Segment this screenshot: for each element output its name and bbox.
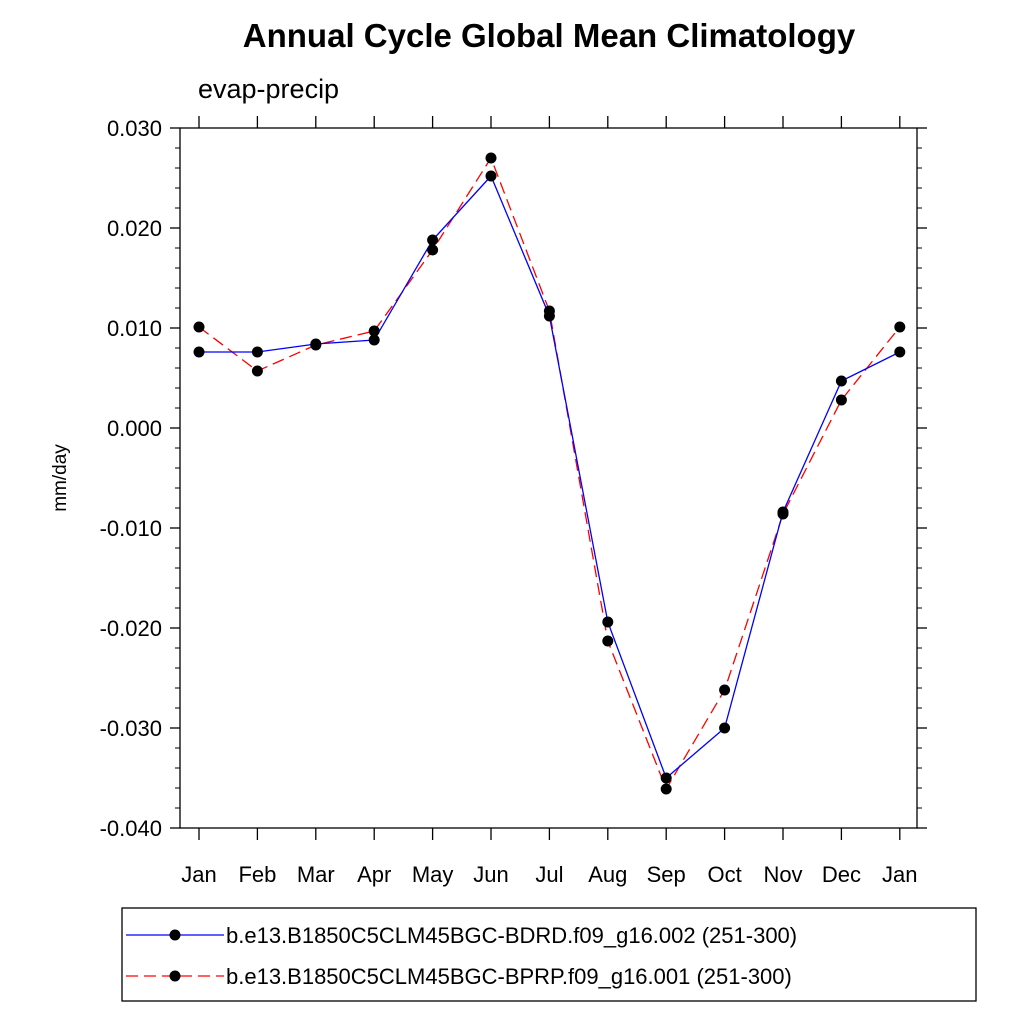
x-tick-label: May xyxy=(412,862,454,887)
data-point xyxy=(368,325,380,337)
x-tick-labels: Jan Feb Mar Apr May Jun Jul Aug Sep Oct Nov Dec Jan xyxy=(181,862,917,887)
data-point xyxy=(427,234,439,246)
y-tick-labels: 0.030 0.020 0.010 0.000 -0.010 -0.020 -0.030 -0… xyxy=(100,116,162,841)
data-point xyxy=(485,152,497,164)
y-tick-label: -0.040 xyxy=(100,816,162,841)
legend-label: b.e13.B1850C5CLM45BGC-BDRD.f09_g16.002 (… xyxy=(226,923,797,948)
y-tick-label: -0.030 xyxy=(100,716,162,741)
legend-entry: b.e13.B1850C5CLM45BGC-BDRD.f09_g16.002 (… xyxy=(126,923,797,948)
data-point xyxy=(835,375,847,387)
x-tick-label: Jun xyxy=(473,862,508,887)
x-tick-label: Apr xyxy=(357,862,391,887)
chart-title: Annual Cycle Global Mean Climatology xyxy=(243,17,856,54)
y-tick-label: 0.000 xyxy=(107,416,162,441)
data-point xyxy=(310,339,322,351)
data-point xyxy=(251,365,263,377)
data-point xyxy=(660,772,672,784)
y-tick-label: 0.020 xyxy=(107,216,162,241)
data-point xyxy=(894,321,906,333)
legend-label: b.e13.B1850C5CLM45BGC-BPRP.f09_g16.001 (… xyxy=(226,964,792,989)
data-point xyxy=(777,508,789,520)
legend-marker xyxy=(169,970,181,982)
data-point xyxy=(193,346,205,358)
data-point xyxy=(602,616,614,628)
data-point xyxy=(193,321,205,333)
plot-frame xyxy=(179,127,918,829)
data-point xyxy=(427,244,439,256)
x-tick-label: Jul xyxy=(535,862,563,887)
x-tick-label: Oct xyxy=(707,862,741,887)
legend-box xyxy=(121,907,977,1002)
legend-marker xyxy=(169,929,181,941)
data-point xyxy=(543,305,555,317)
axis-ticks xyxy=(170,116,927,840)
y-axis-label: mm/day xyxy=(50,444,71,512)
x-tick-label: Mar xyxy=(297,862,335,887)
x-tick-label: Dec xyxy=(822,862,861,887)
y-tick-label: -0.010 xyxy=(100,516,162,541)
data-point xyxy=(894,346,906,358)
y-tick-label: 0.030 xyxy=(107,116,162,141)
series-layer xyxy=(193,152,906,795)
data-point xyxy=(719,722,731,734)
data-point xyxy=(660,783,672,795)
x-tick-label: Sep xyxy=(647,862,686,887)
data-point xyxy=(719,684,731,696)
x-tick-label: Jan xyxy=(882,862,917,887)
x-tick-label: Nov xyxy=(763,862,802,887)
x-tick-label: Aug xyxy=(588,862,627,887)
y-tick-label: 0.010 xyxy=(107,316,162,341)
data-point xyxy=(251,346,263,358)
series-line xyxy=(198,156,901,791)
data-point xyxy=(835,394,847,406)
y-tick-label: -0.020 xyxy=(100,616,162,641)
x-tick-label: Feb xyxy=(238,862,276,887)
data-point xyxy=(485,170,497,182)
series-line xyxy=(199,174,901,780)
x-tick-label: Jan xyxy=(181,862,216,887)
chart-subtitle: evap-precip xyxy=(198,74,339,104)
data-point xyxy=(368,334,380,346)
legend-entry: b.e13.B1850C5CLM45BGC-BPRP.f09_g16.001 (… xyxy=(126,964,792,989)
data-point xyxy=(602,635,614,647)
